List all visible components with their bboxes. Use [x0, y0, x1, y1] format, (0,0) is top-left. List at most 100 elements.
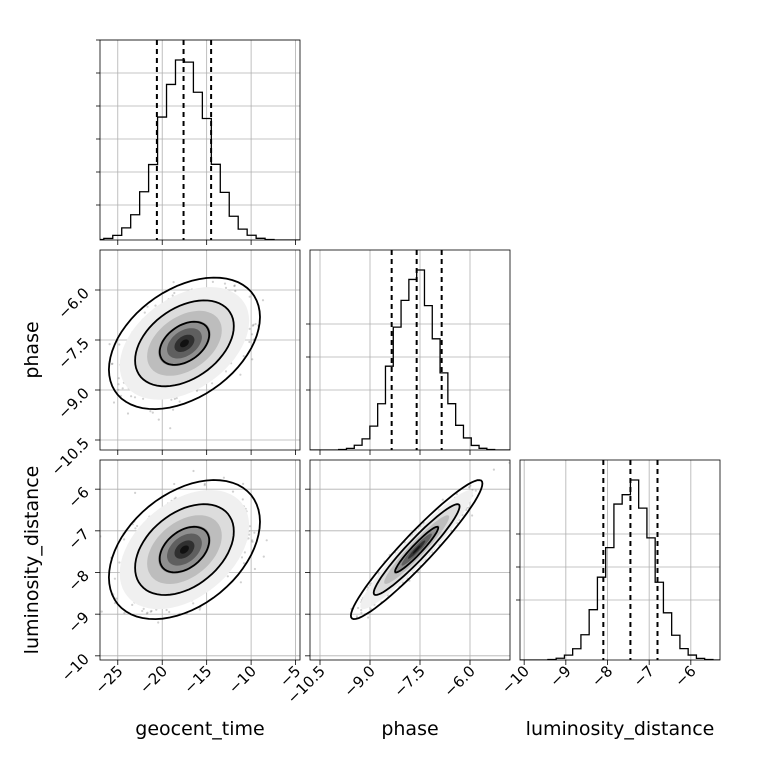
contour-0 [394, 525, 440, 574]
sample-point [366, 586, 369, 589]
x-tick-label-luminosity_distance: −9 [546, 662, 574, 690]
x-tick-label-luminosity_distance: −8 [588, 662, 616, 690]
sample-point [203, 482, 206, 485]
sample-point [157, 418, 160, 421]
sample-point [252, 323, 255, 326]
hist-panel-phase [306, 249, 511, 451]
scatter-panel-phase-luminosity_distance [310, 460, 510, 660]
sample-point [131, 603, 134, 607]
sample-point [136, 524, 139, 528]
x-tick-label-geocent_time: −10 [225, 662, 260, 697]
sample-point [224, 286, 228, 289]
sample-point [240, 556, 244, 559]
sample-point [134, 491, 137, 494]
sample-point [130, 395, 133, 398]
sample-point [469, 484, 472, 487]
sample-point [192, 602, 195, 605]
sample-point [262, 555, 265, 558]
histogram-luminosity_distance [520, 479, 720, 660]
sample-point [117, 388, 120, 391]
x-tick-label-luminosity_distance: −7 [630, 662, 658, 690]
sample-point [142, 397, 145, 400]
sample-point [474, 489, 477, 492]
sample-point [355, 615, 358, 618]
sample-point [250, 333, 254, 336]
sample-point [173, 291, 176, 295]
x-tick-label-geocent_time: −15 [180, 662, 215, 697]
sample-point [172, 281, 175, 284]
sample-point [126, 412, 130, 415]
sample-point [146, 305, 149, 308]
sample-point [174, 496, 177, 499]
sample-point [248, 327, 251, 330]
sample-point [134, 527, 137, 530]
y-tick-label-luminosity_distance: −9 [64, 608, 92, 636]
sample-point [203, 484, 206, 487]
x-tick-label-geocent_time: −20 [136, 662, 171, 697]
sample-point [115, 597, 118, 600]
y-tick-label-phase: −10.5 [48, 434, 93, 479]
y-tick-label-phase: −9.0 [54, 384, 92, 422]
sample-point [239, 581, 242, 584]
x-tick-label-phase: −6.0 [440, 662, 478, 700]
x-axis-label-geocent_time: geocent_time [135, 718, 264, 740]
density-shade [180, 545, 189, 554]
y-tick-label-luminosity_distance: −10 [58, 650, 93, 685]
sample-point [123, 612, 126, 615]
sample-point [248, 295, 251, 298]
sample-point [357, 606, 360, 610]
sample-point [261, 299, 265, 302]
x-tick-label-phase: −9.0 [340, 662, 378, 700]
sample-point [253, 567, 256, 571]
sample-point [492, 468, 495, 471]
sample-point [110, 362, 113, 366]
sample-point [248, 525, 251, 528]
sample-point [367, 616, 370, 619]
sample-point [172, 408, 175, 411]
sample-point [248, 533, 251, 536]
contour-2 [349, 479, 484, 621]
contour-2 [107, 479, 261, 621]
panel-frame [309, 249, 511, 451]
sample-point [108, 343, 111, 346]
sample-point [173, 482, 176, 486]
sample-point [224, 370, 228, 373]
sample-point [195, 389, 199, 392]
x-tick-label-luminosity_distance: −10 [498, 662, 533, 697]
sample-point [251, 539, 254, 542]
y-tick-label-phase: −7.5 [54, 334, 92, 372]
sample-point [170, 398, 173, 401]
sample-point [118, 561, 121, 564]
sample-point [248, 340, 251, 344]
sample-point [253, 531, 256, 534]
sample-point [154, 304, 157, 307]
sample-point [222, 476, 225, 479]
contour-1 [134, 299, 235, 388]
sample-point [169, 427, 172, 430]
panel-frame [99, 39, 301, 241]
sample-point [233, 284, 236, 288]
panel-frame [99, 249, 301, 451]
x-axis-label-phase: phase [381, 718, 438, 740]
histogram-geocent_time [100, 59, 300, 240]
sample-point [90, 372, 92, 374]
sample-point [242, 482, 245, 485]
contour-2 [107, 276, 261, 411]
sample-point [211, 382, 214, 385]
y-tick-label-luminosity_distance: −8 [64, 567, 92, 595]
sample-point [151, 411, 154, 414]
y-axis-label-phase: phase [21, 321, 43, 378]
sample-point [211, 280, 214, 283]
sample-point [241, 498, 244, 501]
sample-point [231, 490, 235, 493]
contour-1 [134, 503, 235, 596]
panel-frame [309, 459, 511, 661]
y-tick-label-luminosity_distance: −6 [64, 483, 92, 511]
sample-point [467, 506, 470, 509]
x-tick-label-geocent_time: −25 [91, 662, 126, 697]
sample-point [121, 387, 124, 390]
sample-point [149, 410, 152, 413]
panel-frame [519, 459, 721, 661]
y-tick-label-phase: −6.0 [54, 284, 92, 322]
